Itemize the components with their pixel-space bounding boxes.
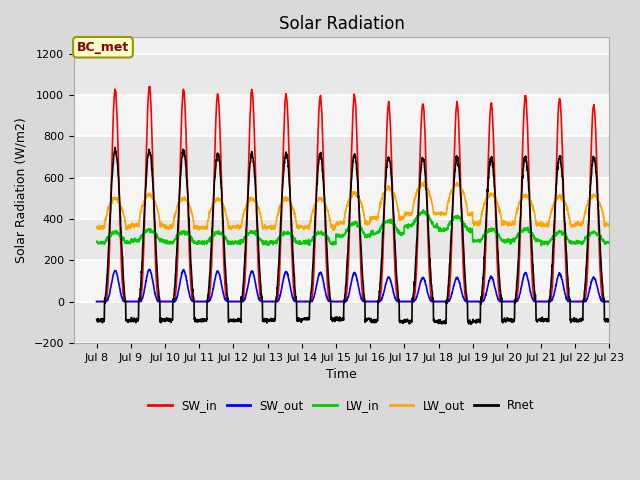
Bar [74, 136, 609, 178]
Legend: SW_in, SW_out, LW_in, LW_out, Rnet: SW_in, SW_out, LW_in, LW_out, Rnet [143, 395, 540, 417]
Bar [74, 95, 609, 136]
X-axis label: Time: Time [326, 368, 357, 381]
Bar [74, 301, 609, 343]
Text: BC_met: BC_met [77, 41, 129, 54]
Bar [74, 54, 609, 95]
Title: Solar Radiation: Solar Radiation [278, 15, 404, 33]
Bar [74, 219, 609, 260]
Bar [74, 178, 609, 219]
Y-axis label: Solar Radiation (W/m2): Solar Radiation (W/m2) [15, 117, 28, 263]
Bar [74, 260, 609, 301]
